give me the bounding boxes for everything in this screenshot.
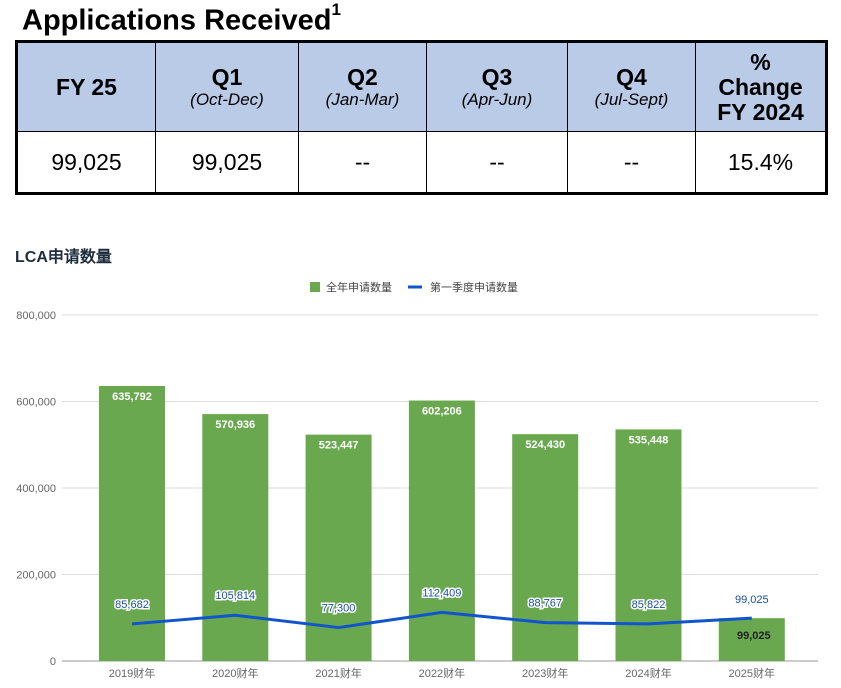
header-q3: Q3 (Apr-Jun) <box>426 41 568 132</box>
x-tick-label: 2020财年 <box>212 666 258 680</box>
bar-value-label: 635,792 <box>112 391 152 403</box>
header-q4: Q4 (Jul-Sept) <box>567 41 696 132</box>
bar-value-label: 570,936 <box>215 419 255 431</box>
header-q2: Q2 (Jan-Mar) <box>298 41 427 132</box>
legend-swatch-bar <box>310 282 320 292</box>
header-pct-change: % Change FY 2024 <box>695 41 827 132</box>
applications-table: FY 25 Q1 (Oct-Dec) Q2 (Jan-Mar) Q3 (Apr-Jun… <box>15 40 828 195</box>
lca-chart: 0 200,000 400,000 600,000 800,000 全年申请数量 第一季度申… <box>16 280 818 680</box>
x-tick-label: 2021财年 <box>315 666 361 680</box>
bar-value-label: 535,448 <box>629 434 669 446</box>
cell-fy25: 99,025 <box>16 131 156 194</box>
x-tick-label: 2025财年 <box>729 666 775 680</box>
bar <box>202 414 269 661</box>
bar-value-label: 523,447 <box>319 440 359 452</box>
header-q1: Q1 (Oct-Dec) <box>155 41 299 132</box>
header-fy25: FY 25 <box>16 41 156 132</box>
bar <box>99 386 165 661</box>
bar-value-label: 602,206 <box>422 406 462 418</box>
table-title: Applications Received1 <box>22 0 341 37</box>
line-value-label: 99,025 <box>735 594 769 606</box>
table-row: 99,025 99,025 -- -- -- 15.4% <box>16 131 827 194</box>
line-value-label: 77,300 <box>322 603 356 615</box>
q1-series-line <box>131 610 752 630</box>
legend-label-line: 第一季度申请数量 <box>430 280 518 294</box>
line-value-label: 88,767 <box>528 598 562 610</box>
line-value-label: 85,682 <box>115 599 149 611</box>
cell-q4: -- <box>567 131 696 194</box>
cell-pct-change: 15.4% <box>695 131 827 194</box>
line-value-label: 112,409 <box>422 587 461 599</box>
x-tick-label: 2023财年 <box>522 666 568 680</box>
table-header-row: FY 25 Q1 (Oct-Dec) Q2 (Jan-Mar) Q3 (Apr-Jun… <box>16 41 827 132</box>
cell-q2: -- <box>298 131 427 194</box>
y-tick-label: 200,000 <box>16 570 56 582</box>
cell-q3: -- <box>426 131 568 194</box>
bar-value-label: 99,025 <box>737 630 771 642</box>
x-tick-label: 2024财年 <box>625 666 671 680</box>
y-tick-label: 800,000 <box>16 310 56 322</box>
bar-value-label: 524,430 <box>525 439 565 451</box>
line-value-label: 85,822 <box>632 599 666 611</box>
x-tick-label: 2019财年 <box>109 666 155 680</box>
legend-label-bar: 全年申请数量 <box>326 280 392 294</box>
y-tick-label: 600,000 <box>16 397 56 409</box>
y-tick-label: 0 <box>50 656 56 668</box>
bar <box>512 434 579 661</box>
bar <box>718 618 785 661</box>
x-tick-label: 2022财年 <box>419 666 465 680</box>
bar <box>615 429 682 661</box>
line-value-label: 105,814 <box>215 590 255 602</box>
cell-q1: 99,025 <box>155 131 299 194</box>
bar <box>408 400 475 661</box>
y-tick-label: 400,000 <box>16 483 56 495</box>
chart-title: LCA申请数量 <box>15 249 112 266</box>
